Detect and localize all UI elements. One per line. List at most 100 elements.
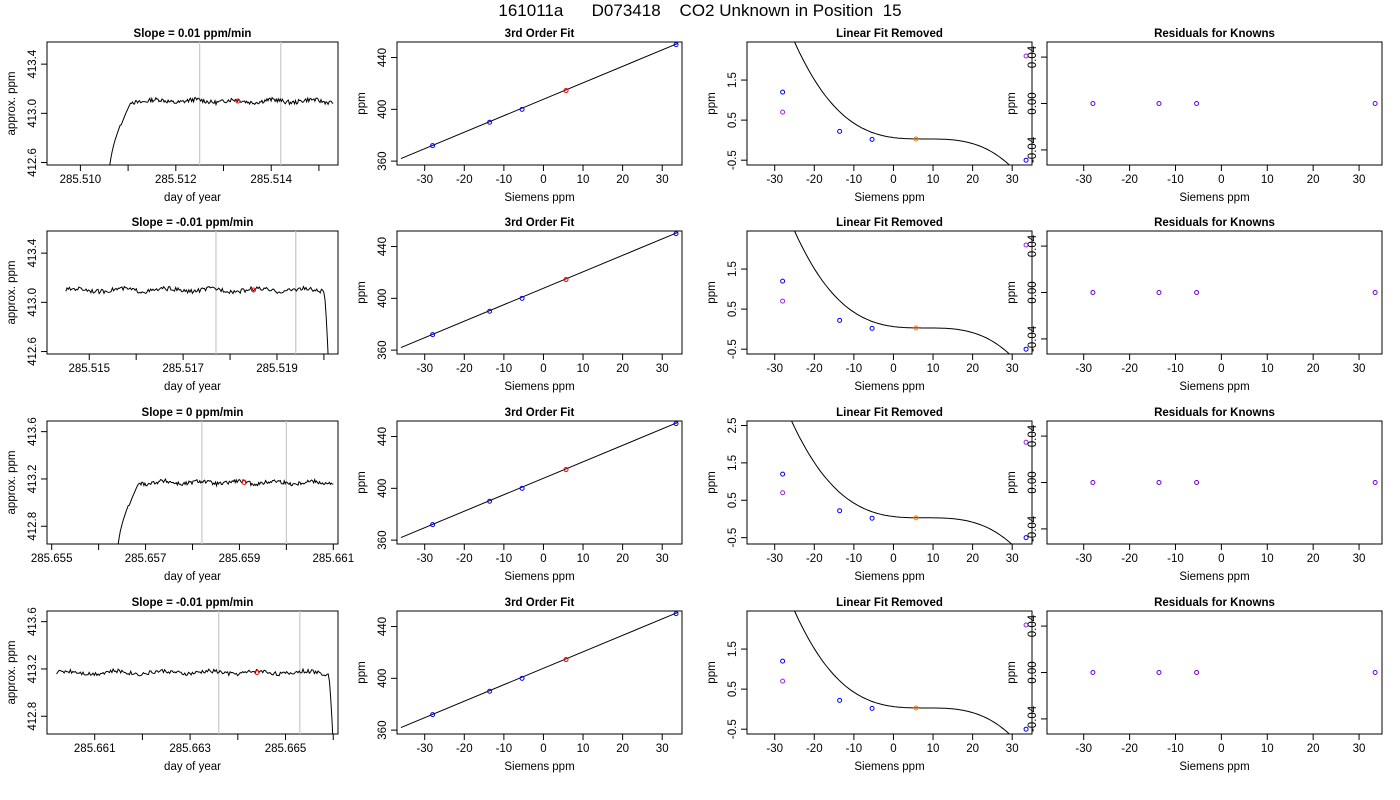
x-tick-label: 20	[966, 743, 979, 755]
residual-point	[1156, 290, 1162, 295]
y-axis-label: approx. ppm	[6, 641, 18, 705]
unknown-point	[913, 515, 919, 521]
x-tick-label: -30	[416, 363, 433, 375]
y-tick-label: 0.04	[1027, 614, 1039, 637]
plot-frame	[746, 420, 1033, 545]
y-tick-label: -0.04	[1027, 136, 1039, 163]
sample-point	[251, 287, 257, 293]
x-tick-label: 0	[890, 743, 896, 755]
x-tick-label: -20	[806, 363, 823, 375]
x-tick-label: 10	[927, 174, 940, 186]
plot-frame	[46, 230, 339, 355]
original-point	[780, 678, 786, 684]
panel-title: Linear Fit Removed	[836, 217, 943, 229]
x-tick-label: -10	[846, 743, 863, 755]
y-tick-label: 1.5	[727, 261, 739, 277]
known-point	[487, 498, 493, 504]
x-tick-label: 0	[540, 174, 546, 186]
x-tick-label: 0	[540, 363, 546, 375]
panel-r4c1: Slope = -0.01 ppm/min day of year approx. …	[6, 597, 339, 773]
y-tick-label: 0.04	[1027, 424, 1039, 447]
x-tick-label: -30	[1075, 743, 1092, 755]
known-point	[519, 485, 525, 491]
panel-r2c1: Slope = -0.01 ppm/min day of year approx. …	[6, 217, 339, 393]
x-tick-label: -20	[1121, 743, 1138, 755]
panel-r1c4: Residuals for Knowns Siemens ppm ppm -30 -20…	[1006, 28, 1383, 204]
x-tick-label: -30	[416, 743, 433, 755]
x-tick-label: -20	[1121, 174, 1138, 186]
x-tick-label: -20	[1121, 363, 1138, 375]
x-axis-label: Siemens ppm	[1179, 761, 1249, 773]
original-point	[1023, 242, 1029, 248]
x-tick-label: 0	[890, 363, 896, 375]
y-tick-label: -0.5	[727, 150, 739, 170]
plot-frame	[1046, 230, 1383, 355]
y-axis-label: ppm	[1006, 471, 1018, 493]
residual-point	[1372, 290, 1378, 295]
y-axis-label: ppm	[1006, 661, 1018, 683]
x-tick-label: -10	[1167, 174, 1184, 186]
y-axis-label: approx. ppm	[6, 72, 18, 136]
x-tick-label: -20	[806, 743, 823, 755]
fit-line	[400, 231, 679, 348]
residual-point	[1156, 480, 1162, 485]
x-tick-label: 20	[616, 363, 629, 375]
x-tick-label: 30	[1353, 743, 1366, 755]
x-tick-label: 20	[966, 363, 979, 375]
x-tick-label: 30	[1006, 174, 1019, 186]
y-tick-label: 440	[377, 617, 389, 636]
sample-point	[254, 670, 260, 675]
x-tick-label: 30	[1353, 174, 1366, 186]
y-tick-label: -0.04	[1027, 515, 1039, 542]
y-tick-label: 360	[377, 152, 389, 171]
residual-point	[1372, 480, 1378, 485]
x-tick-label: -30	[766, 553, 783, 565]
x-tick-label: 10	[577, 743, 590, 755]
panel-title: 3rd Order Fit	[505, 597, 575, 609]
known-point	[780, 278, 786, 284]
panel-r3c3: Linear Fit Removed Siemens ppm ppm -30 -20 -1…	[706, 407, 1033, 583]
x-tick-label: -20	[1121, 553, 1138, 565]
x-axis-label: Siemens ppm	[504, 192, 574, 204]
x-tick-label: -30	[1075, 174, 1092, 186]
x-tick-label: -10	[1167, 553, 1184, 565]
y-tick-label: 400	[377, 479, 389, 498]
unknown-point	[563, 277, 569, 283]
x-tick-label: -20	[806, 174, 823, 186]
x-tick-label: 10	[1261, 363, 1274, 375]
x-tick-label: 30	[656, 363, 669, 375]
y-axis-label: ppm	[706, 471, 718, 493]
x-tick-label: -10	[496, 363, 513, 375]
y-tick-label: 413.4	[27, 238, 39, 267]
known-point	[837, 317, 843, 323]
x-tick-label: 285.655	[31, 553, 73, 565]
panel-r3c4: Residuals for Knowns Siemens ppm ppm -30 -20…	[1006, 407, 1383, 583]
x-tick-label: -20	[456, 743, 473, 755]
x-tick-label: -20	[456, 553, 473, 565]
panel-r1c2: 3rd Order Fit Siemens ppm ppm -30 -20 -10 0 10 2…	[356, 28, 683, 204]
panel-title: Slope = 0.01 ppm/min	[134, 28, 252, 40]
y-tick-label: 1.5	[727, 455, 739, 471]
y-tick-label: 0.04	[1027, 234, 1039, 257]
x-tick-label: 10	[927, 363, 940, 375]
unknown-point	[563, 467, 569, 473]
y-tick-label: 400	[377, 669, 389, 688]
y-axis-label: ppm	[706, 661, 718, 683]
unknown-point	[563, 657, 569, 663]
x-tick-label: 10	[577, 174, 590, 186]
known-point	[519, 106, 525, 112]
y-tick-label: 0.00	[1027, 471, 1039, 493]
unknown-point	[913, 705, 919, 711]
y-tick-label: 400	[377, 100, 389, 119]
panel-title: Residuals for Knowns	[1154, 407, 1275, 419]
original-point	[780, 109, 786, 115]
panel-title: Slope = -0.01 ppm/min	[132, 217, 254, 229]
y-tick-label: 413.6	[27, 607, 39, 636]
known-point	[1023, 535, 1029, 541]
y-tick-label: 1.5	[727, 72, 739, 88]
x-tick-label: 0	[1218, 363, 1224, 375]
x-tick-label: 10	[577, 363, 590, 375]
concentration-trace	[109, 96, 334, 165]
panel-r4c2: 3rd Order Fit Siemens ppm ppm -30 -20 -10 0 10 2…	[356, 597, 683, 773]
